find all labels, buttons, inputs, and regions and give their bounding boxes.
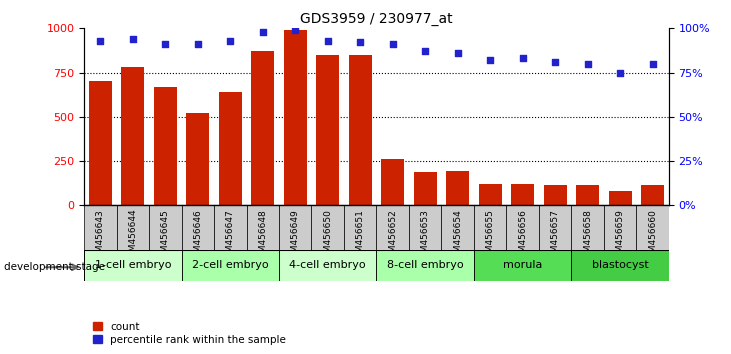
Bar [572, 250, 669, 281]
Bar [442, 205, 474, 250]
Bar [637, 205, 669, 250]
Text: GSM456643: GSM456643 [96, 209, 105, 264]
Point [517, 56, 529, 61]
Text: GSM456647: GSM456647 [226, 209, 235, 264]
Point [647, 61, 659, 67]
Bar [572, 205, 604, 250]
Bar [279, 250, 376, 281]
Bar [84, 205, 116, 250]
Bar [474, 205, 507, 250]
Point [159, 41, 171, 47]
Point [485, 57, 496, 63]
Bar [409, 205, 442, 250]
Bar [186, 113, 209, 205]
Text: morula: morula [503, 261, 542, 270]
Text: GSM456653: GSM456653 [421, 209, 430, 264]
Text: 8-cell embryo: 8-cell embryo [387, 261, 463, 270]
Bar [344, 205, 376, 250]
Bar [447, 171, 469, 205]
Point [94, 38, 106, 44]
Bar [641, 185, 664, 205]
Bar [279, 205, 311, 250]
Text: GSM456658: GSM456658 [583, 209, 592, 264]
Bar [507, 205, 539, 250]
Bar [576, 185, 599, 205]
Point [452, 50, 463, 56]
Bar [317, 55, 339, 205]
Text: GSM456655: GSM456655 [485, 209, 495, 264]
Point [582, 61, 594, 67]
Bar [604, 205, 637, 250]
Point [289, 27, 301, 33]
Point [224, 38, 236, 44]
Bar [154, 87, 177, 205]
Bar [89, 81, 112, 205]
Text: GSM456644: GSM456644 [129, 209, 137, 263]
Bar [181, 205, 214, 250]
Text: 4-cell embryo: 4-cell embryo [289, 261, 366, 270]
Point [257, 29, 268, 35]
Bar [382, 159, 404, 205]
Legend: count, percentile rank within the sample: count, percentile rank within the sample [89, 317, 290, 349]
Bar [349, 55, 371, 205]
Point [355, 40, 366, 45]
Bar [149, 205, 181, 250]
Point [614, 70, 626, 75]
Bar [284, 30, 306, 205]
Text: GSM456657: GSM456657 [550, 209, 560, 264]
Title: GDS3959 / 230977_at: GDS3959 / 230977_at [300, 12, 452, 26]
Bar [251, 51, 274, 205]
Bar [84, 250, 181, 281]
Bar [609, 191, 632, 205]
Text: blastocyst: blastocyst [592, 261, 648, 270]
Text: development stage: development stage [4, 262, 105, 272]
Bar [376, 205, 409, 250]
Text: GSM456651: GSM456651 [356, 209, 365, 264]
Bar [414, 172, 436, 205]
Bar [479, 184, 501, 205]
Text: GSM456654: GSM456654 [453, 209, 462, 264]
Point [549, 59, 561, 65]
Text: GSM456650: GSM456650 [323, 209, 332, 264]
Point [127, 36, 139, 42]
Text: GSM456646: GSM456646 [193, 209, 202, 264]
Text: GSM456656: GSM456656 [518, 209, 527, 264]
Text: GSM456645: GSM456645 [161, 209, 170, 264]
Text: 1-cell embryo: 1-cell embryo [94, 261, 171, 270]
Bar [311, 205, 344, 250]
Bar [376, 250, 474, 281]
Bar [116, 205, 149, 250]
Bar [181, 250, 279, 281]
Point [387, 41, 398, 47]
Bar [219, 92, 242, 205]
Bar [544, 185, 567, 205]
Bar [246, 205, 279, 250]
Text: GSM456659: GSM456659 [616, 209, 624, 264]
Point [420, 48, 431, 54]
Text: GSM456648: GSM456648 [258, 209, 268, 264]
Bar [214, 205, 246, 250]
Point [322, 38, 333, 44]
Text: GSM456652: GSM456652 [388, 209, 397, 264]
Text: GSM456649: GSM456649 [291, 209, 300, 264]
Bar [539, 205, 572, 250]
Text: 2-cell embryo: 2-cell embryo [192, 261, 268, 270]
Bar [474, 250, 572, 281]
Point [192, 41, 204, 47]
Text: GSM456660: GSM456660 [648, 209, 657, 264]
Bar [121, 67, 144, 205]
Bar [511, 184, 534, 205]
